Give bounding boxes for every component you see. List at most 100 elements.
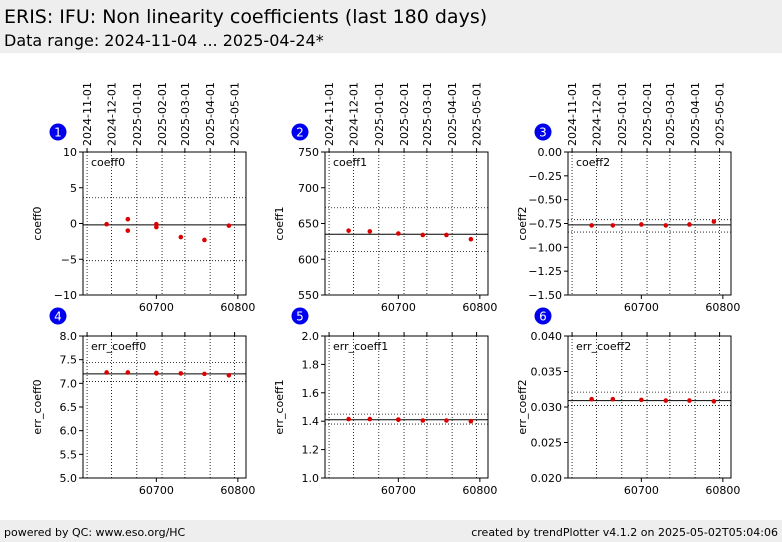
- y-tick-label: −1.25: [528, 265, 562, 278]
- data-point: [663, 223, 669, 228]
- x-tick-label: 60800: [462, 484, 497, 497]
- x-tick-label: 60800: [705, 301, 740, 314]
- data-point: [346, 416, 351, 422]
- date-tick-label: 2025-04-01: [689, 82, 702, 146]
- y-tick-label: 650: [298, 218, 319, 231]
- y-tick-label: 10: [63, 146, 77, 159]
- date-tick-label: 2025-04-01: [204, 82, 217, 146]
- data-point: [444, 232, 449, 238]
- panel-badge-number: 2: [296, 126, 304, 140]
- data-point: [420, 418, 426, 423]
- y-axis-label: coeff1: [273, 206, 286, 240]
- panel-badge: [291, 123, 309, 141]
- date-tick-label: 2024-12-01: [106, 82, 119, 146]
- plot-frame: [82, 335, 247, 479]
- panel-label: err_coeff1: [333, 340, 388, 353]
- y-tick-label: −0.75: [528, 218, 562, 231]
- date-tick-label: 2025-05-01: [471, 82, 484, 146]
- data-point: [178, 371, 184, 376]
- panel-2: 550 600 650 700 750 60700 60800 2024-11-01 2024-…: [273, 82, 497, 314]
- panel-label: coeff2: [576, 156, 610, 169]
- panel-badge-number: 6: [539, 310, 547, 324]
- data-point: [589, 396, 594, 402]
- date-tick-label: 2025-01-01: [373, 82, 386, 146]
- panel-3: −1.50 −1.25 −1.00 −0.75 −0.50 −0.25 0.00 60700 6…: [516, 82, 740, 314]
- plot-frame: [567, 335, 732, 479]
- y-tick-label: 550: [298, 289, 319, 302]
- data-point: [468, 418, 474, 424]
- panel-label: err_coeff0: [91, 340, 146, 353]
- x-tick-label: 60800: [220, 301, 255, 314]
- date-tick-label: 2025-01-01: [616, 82, 629, 146]
- x-tick-label: 60800: [462, 301, 497, 314]
- footer-credit: powered by QC: www.eso.org/HC: [4, 526, 186, 539]
- data-point: [154, 224, 159, 230]
- data-point: [420, 232, 426, 238]
- data-point: [154, 371, 159, 376]
- date-tick-label: 2024-11-01: [81, 82, 94, 146]
- date-tick-label: 2025-02-01: [641, 82, 654, 146]
- data-point: [468, 236, 474, 242]
- y-tick-label: 7.5: [60, 354, 78, 367]
- panel-badge: [534, 307, 552, 325]
- date-tick-label: 2024-12-01: [348, 82, 361, 146]
- y-tick-label: 0.030: [531, 401, 563, 414]
- y-tick-label: 0.020: [531, 472, 563, 485]
- x-tick-label: 60700: [624, 301, 659, 314]
- date-tick-label: 2025-05-01: [229, 82, 242, 146]
- y-tick-label: 700: [298, 182, 319, 195]
- panel-badge: [534, 123, 552, 141]
- data-point: [589, 223, 594, 228]
- data-point: [346, 228, 351, 233]
- y-tick-label: −0.50: [528, 194, 562, 207]
- data-point: [639, 397, 644, 403]
- data-point: [202, 371, 207, 377]
- date-tick-label: 2025-04-01: [446, 82, 459, 146]
- y-tick-label: 8.0: [60, 330, 78, 343]
- data-point: [711, 219, 717, 224]
- x-tick-label: 60700: [624, 484, 659, 497]
- date-tick-label: 2025-02-01: [156, 82, 169, 146]
- date-tick-label: 2025-03-01: [664, 82, 677, 146]
- y-tick-label: 6.0: [60, 425, 78, 438]
- data-point: [610, 396, 616, 402]
- y-tick-label: −1.00: [528, 241, 562, 254]
- data-point: [687, 398, 692, 403]
- date-tick-label: 2025-02-01: [398, 82, 411, 146]
- data-point: [367, 229, 373, 234]
- x-tick-label: 60700: [381, 301, 416, 314]
- data-point: [125, 370, 131, 375]
- y-tick-label: 1.8: [302, 358, 320, 371]
- panel-badge-number: 4: [54, 310, 62, 324]
- data-point: [396, 231, 401, 236]
- data-point: [202, 237, 207, 243]
- y-tick-label: 1.0: [302, 472, 320, 485]
- y-tick-label: 1.4: [302, 415, 320, 428]
- x-tick-label: 60700: [139, 301, 174, 314]
- y-tick-label: 7.0: [60, 377, 78, 390]
- y-axis-label: coeff2: [516, 206, 529, 240]
- data-point: [639, 222, 644, 227]
- data-point: [663, 398, 669, 403]
- y-tick-label: 5.5: [60, 448, 78, 461]
- panel-6: 0.020 0.025 0.030 0.035 0.040 60700 60800 err_c…: [516, 307, 740, 497]
- y-axis-label: err_coeff1: [273, 379, 286, 434]
- x-tick-label: 60700: [381, 484, 416, 497]
- footer-bar: powered by QC: www.eso.org/HC created by…: [0, 520, 782, 542]
- panel-badge-number: 1: [54, 126, 62, 140]
- panel-badge: [49, 123, 67, 141]
- data-range: Data range: 2024-11-04 ... 2025-04-24*: [4, 31, 324, 50]
- y-axis-label: err_coeff2: [516, 379, 529, 434]
- y-tick-label: 0.035: [531, 366, 563, 379]
- panel-4: 5.0 5.5 6.0 6.5 7.0 7.5 8.0 60700 60800 err_coeff…: [31, 307, 255, 497]
- date-tick-label: 2024-11-01: [323, 82, 336, 146]
- page-title: ERIS: IFU: Non linearity coefficients (l…: [4, 6, 488, 28]
- y-tick-label: 750: [298, 146, 319, 159]
- y-tick-label: −1.50: [528, 289, 562, 302]
- date-tick-label: 2025-03-01: [179, 82, 192, 146]
- data-point: [104, 221, 109, 227]
- y-tick-label: 0.00: [538, 146, 563, 159]
- data-point: [367, 416, 373, 422]
